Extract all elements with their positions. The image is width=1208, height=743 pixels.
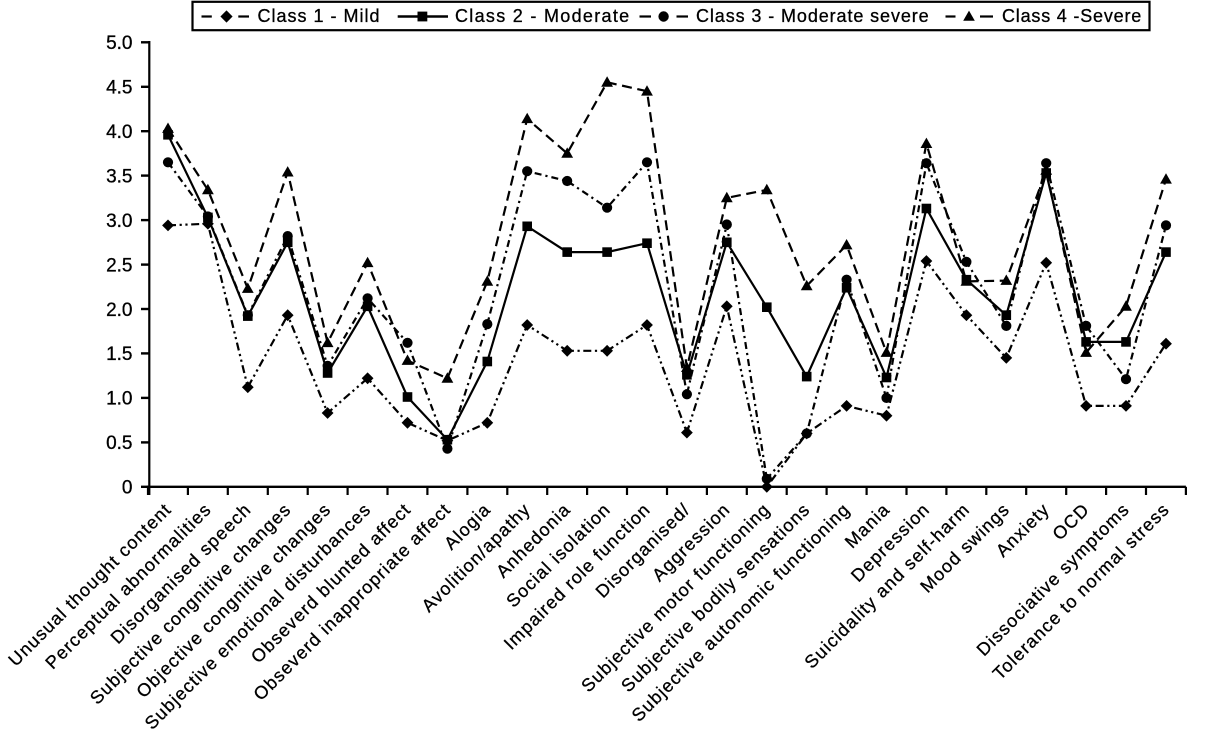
svg-text:Class 4 -Severe: Class 4 -Severe	[1002, 6, 1142, 26]
svg-text:3.5: 3.5	[106, 166, 132, 187]
svg-text:0.5: 0.5	[106, 433, 132, 454]
svg-text:0: 0	[122, 478, 133, 499]
svg-text:4.5: 4.5	[106, 78, 132, 99]
svg-text:3.0: 3.0	[106, 211, 132, 232]
svg-text:Class 1 - Mild: Class 1 - Mild	[258, 6, 381, 26]
svg-text:1.5: 1.5	[106, 344, 132, 365]
svg-text:Class 3 - Moderate severe: Class 3 - Moderate severe	[696, 6, 930, 26]
svg-text:4.0: 4.0	[106, 122, 132, 143]
svg-text:2.5: 2.5	[106, 255, 132, 276]
svg-text:5.0: 5.0	[106, 33, 132, 54]
svg-text:Class 2 - Moderate: Class 2 - Moderate	[455, 6, 630, 26]
svg-text:2.0: 2.0	[106, 300, 132, 321]
svg-text:1.0: 1.0	[106, 389, 132, 410]
